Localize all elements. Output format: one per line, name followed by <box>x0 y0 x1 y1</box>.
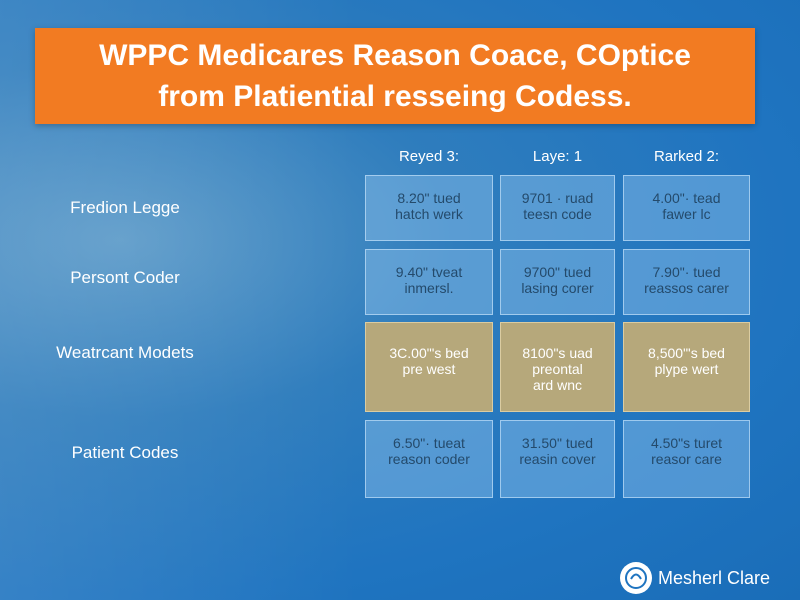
cell-text: reasin cover <box>519 451 596 467</box>
cell-text: reason coder <box>388 451 470 467</box>
cell-text: pre west <box>402 361 456 377</box>
cell-text: 9700" tued <box>523 264 592 280</box>
title-banner: WPPC Medicares Reason Coace, COptice from… <box>35 28 755 124</box>
row-label: Patient Codes <box>71 443 179 462</box>
column-header: Laye: 1 <box>532 148 583 165</box>
row-label: Persont Coder <box>70 268 180 287</box>
cell-text: 3C.00"'s bed <box>389 345 469 361</box>
cell-text: preontal <box>532 361 583 377</box>
row-label: Weatrcant Modets <box>56 343 194 362</box>
table-cell: 8,500"'s bed plype wert <box>623 322 750 412</box>
title-line: WPPC Medicares Reason Coace, COptice <box>99 39 691 72</box>
cell-text: teesn code <box>523 206 592 222</box>
cell-text: hatch werk <box>395 206 463 222</box>
cell-text: 6.50"· tueat <box>393 435 465 451</box>
column-header: Reyed 3: <box>398 148 460 165</box>
cell-text: 31.50" tued <box>521 435 594 451</box>
table-cell: 7.90"· tued reassos carer <box>623 249 750 315</box>
table-cell: 3C.00"'s bed pre west <box>365 322 493 412</box>
cell-text: reasor care <box>651 451 722 467</box>
cell-text: 9.40" tveat <box>395 264 463 280</box>
cell-text: ard wnc <box>532 377 583 393</box>
table-cell: 4.50"s turet reasor care <box>623 420 750 498</box>
logo-icon <box>620 562 652 594</box>
cell-text: reassos carer <box>644 280 729 296</box>
cell-text: inmersl. <box>404 280 454 296</box>
table-cell: 9.40" tveat inmersl. <box>365 249 493 315</box>
cell-text: lasing corer <box>521 280 594 296</box>
cell-text: 4.50"s turet <box>650 435 723 451</box>
cell-text: 8.20" tued <box>397 190 461 206</box>
cell-text: fawer lc <box>662 206 711 222</box>
column-header: Rarked 2: <box>653 148 720 165</box>
cell-text: 9701 · ruad <box>521 190 594 206</box>
cell-text: 4.00"· tead <box>652 190 721 206</box>
cell-text: 8100"s uad <box>522 345 593 361</box>
table-cell: 9700" tued lasing corer <box>500 249 615 315</box>
logo-mark <box>625 567 647 589</box>
row-label: Fredion Legge <box>70 198 180 217</box>
cell-text: 7.90"· tued <box>652 264 721 280</box>
logo-text: Mesherl Clare <box>658 567 771 588</box>
table-cell: 6.50"· tueat reason coder <box>365 420 493 498</box>
cell-text: plype wert <box>654 361 719 377</box>
table-cell: 4.00"· tead fawer lc <box>623 175 750 241</box>
title-line: from Platiential resseing Codess. <box>158 80 632 113</box>
table-cell: 8100"s uad preontal ard wnc <box>500 322 615 412</box>
table-cell: 31.50" tued reasin cover <box>500 420 615 498</box>
table-cell: 9701 · ruad teesn code <box>500 175 615 241</box>
logo: Mesherl Clare <box>620 562 770 594</box>
table-cell: 8.20" tued hatch werk <box>365 175 493 241</box>
cell-text: 8,500"'s bed <box>648 345 725 361</box>
